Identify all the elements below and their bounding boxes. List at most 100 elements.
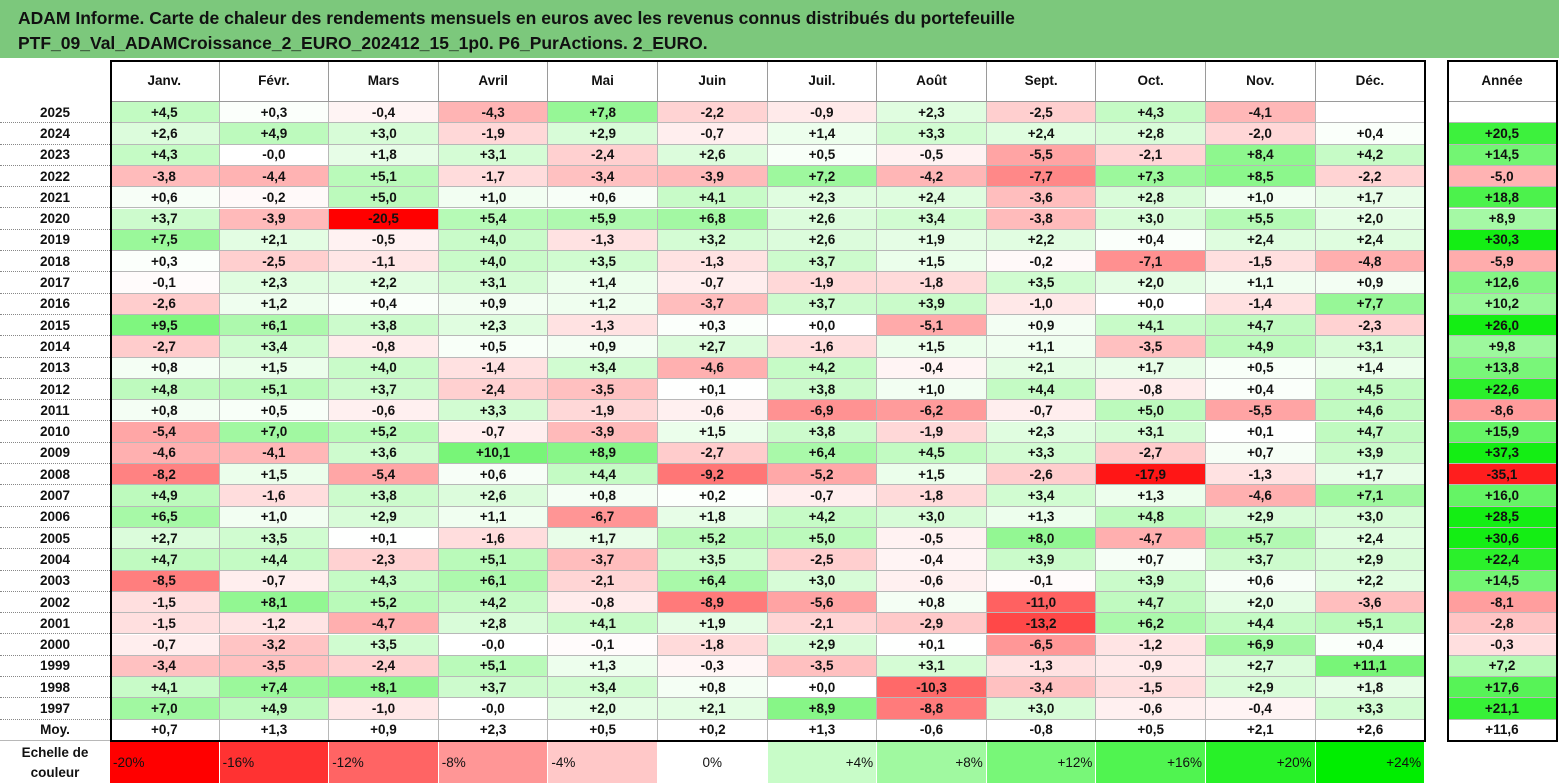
heatmap-cell: +1,1 <box>1206 272 1316 294</box>
heatmap-cell: -2,9 <box>877 613 987 635</box>
heatmap-cell: +3,1 <box>438 272 549 294</box>
year-label: 2016 <box>0 294 110 315</box>
heatmap-cell: +2,9 <box>767 634 878 656</box>
heatmap-cell: +2,9 <box>1206 506 1316 528</box>
year-label: 2002 <box>0 592 110 614</box>
heatmap-cell: +6,4 <box>767 442 878 465</box>
heatmap-cell: -2,3 <box>1315 315 1426 337</box>
heatmap-cell: +6,1 <box>438 570 549 592</box>
annual-cell: +14,5 <box>1447 570 1558 592</box>
heatmap-cell: +2,0 <box>1206 591 1316 614</box>
heatmap-cell: -1,1 <box>329 251 439 273</box>
year-label: 2023 <box>0 145 110 166</box>
heatmap-cell: +5,1 <box>438 655 549 678</box>
average-cell: -0,8 <box>986 719 1097 741</box>
heatmap-cell: -5,4 <box>329 464 439 486</box>
heatmap-cell: +2,6 <box>658 144 768 166</box>
heatmap-cell: +5,1 <box>1315 613 1426 635</box>
heatmap-cell: +3,3 <box>986 442 1097 465</box>
heatmap-cell: +3,1 <box>1096 421 1206 443</box>
heatmap-cell: +0,9 <box>1315 272 1426 294</box>
heatmap-cell: +0,9 <box>986 315 1097 337</box>
heatmap-cell: +1,5 <box>658 421 768 443</box>
year-label: 2021 <box>0 187 110 209</box>
heatmap-cell: +8,9 <box>767 698 878 720</box>
heatmap-cell: +1,8 <box>329 144 439 166</box>
heatmap-cell: -2,4 <box>438 378 549 401</box>
annual-cell: -5,9 <box>1447 251 1558 273</box>
heatmap-cell: -1,0 <box>329 698 439 720</box>
heatmap-cell: +4,4 <box>1206 613 1316 635</box>
annual-cell: -8,1 <box>1447 591 1558 614</box>
heatmap-cell: +5,2 <box>658 528 768 550</box>
heatmap-cell: +2,9 <box>1206 677 1316 699</box>
heatmap-cell: +4,3 <box>329 570 439 592</box>
heatmap-cell: +5,9 <box>548 208 658 230</box>
annual-cell: +16,0 <box>1447 485 1558 507</box>
heatmap-cell: +3,6 <box>329 442 439 465</box>
heatmap-cell: +4,6 <box>1315 400 1426 422</box>
year-label: 2004 <box>0 549 110 571</box>
heatmap-cell: +3,5 <box>548 251 658 273</box>
average-label: Moy. <box>0 720 110 741</box>
heatmap-cell: -4,6 <box>110 442 220 465</box>
heatmap-cell: -1,4 <box>438 357 549 379</box>
heatmap-cell: +4,1 <box>548 613 658 635</box>
heatmap-cell: -3,4 <box>548 165 658 188</box>
heatmap-cell: +0,3 <box>658 315 768 337</box>
color-scale-step: +4% <box>767 742 878 783</box>
annual-cell: +9,8 <box>1447 336 1558 358</box>
heatmap-cell: -0,5 <box>877 144 987 166</box>
heatmap-cell: -2,6 <box>110 293 220 315</box>
heatmap-cell: +3,3 <box>877 123 987 145</box>
heatmap-cell: -3,5 <box>767 655 878 678</box>
heatmap-cell: -0,6 <box>658 400 768 422</box>
heatmap-cell <box>1315 102 1426 124</box>
heatmap-cell: -1,8 <box>877 485 987 507</box>
heatmap-cell: -0,2 <box>986 251 1097 273</box>
heatmap-cell: -1,0 <box>986 293 1097 315</box>
heatmap-cell: +0,6 <box>548 187 658 209</box>
heatmap-cell: -2,7 <box>1096 442 1206 465</box>
color-scale-step: -20% <box>110 742 220 783</box>
heatmap-cell: -1,8 <box>877 272 987 294</box>
heatmap-cell: +0,7 <box>1096 549 1206 571</box>
heatmap-cell: +5,0 <box>329 187 439 209</box>
heatmap-cell: +5,2 <box>329 421 439 443</box>
heatmap-cell: +3,7 <box>767 251 878 273</box>
heatmap-cell: +1,7 <box>548 528 658 550</box>
heatmap-cell: -1,5 <box>110 591 220 614</box>
heatmap-cell: +1,0 <box>219 506 330 528</box>
annual-cell: +17,6 <box>1447 677 1558 699</box>
heatmap-cell: +3,0 <box>1096 208 1206 230</box>
heatmap-cell: -2,1 <box>548 570 658 592</box>
heatmap-cell: +3,0 <box>329 123 439 145</box>
heatmap-cell: +5,4 <box>438 208 549 230</box>
heatmap-cell: +7,0 <box>219 421 330 443</box>
heatmap-cell: +2,7 <box>1206 655 1316 678</box>
heatmap-cell: -3,7 <box>658 293 768 315</box>
heatmap-cell: +7,1 <box>1315 485 1426 507</box>
heatmap-cell: +3,1 <box>438 144 549 166</box>
heatmap-cell: +4,7 <box>1206 315 1316 337</box>
heatmap-cell: +0,6 <box>110 187 220 209</box>
heatmap-cell: +0,6 <box>1206 570 1316 592</box>
color-scale-step: +8% <box>877 742 987 783</box>
heatmap-cell: +3,5 <box>219 528 330 550</box>
heatmap-cell: +0,4 <box>329 293 439 315</box>
heatmap-cell: +1,3 <box>986 506 1097 528</box>
heatmap-cell: +1,8 <box>658 506 768 528</box>
heatmap-cell: +7,7 <box>1315 293 1426 315</box>
heatmap-cell: -1,5 <box>1206 251 1316 273</box>
heatmap-cell: +1,4 <box>548 272 658 294</box>
heatmap-cell: +0,4 <box>1315 123 1426 145</box>
heatmap-cell: -1,3 <box>548 315 658 337</box>
heatmap-cell: +0,9 <box>548 336 658 358</box>
annual-cell: +7,2 <box>1447 655 1558 678</box>
column-header: Mars <box>329 60 439 102</box>
heatmap-cell: +5,2 <box>329 591 439 614</box>
heatmap-cell: -3,8 <box>986 208 1097 230</box>
heatmap-cell: +4,3 <box>1096 102 1206 124</box>
average-cell: +0,5 <box>548 719 658 741</box>
